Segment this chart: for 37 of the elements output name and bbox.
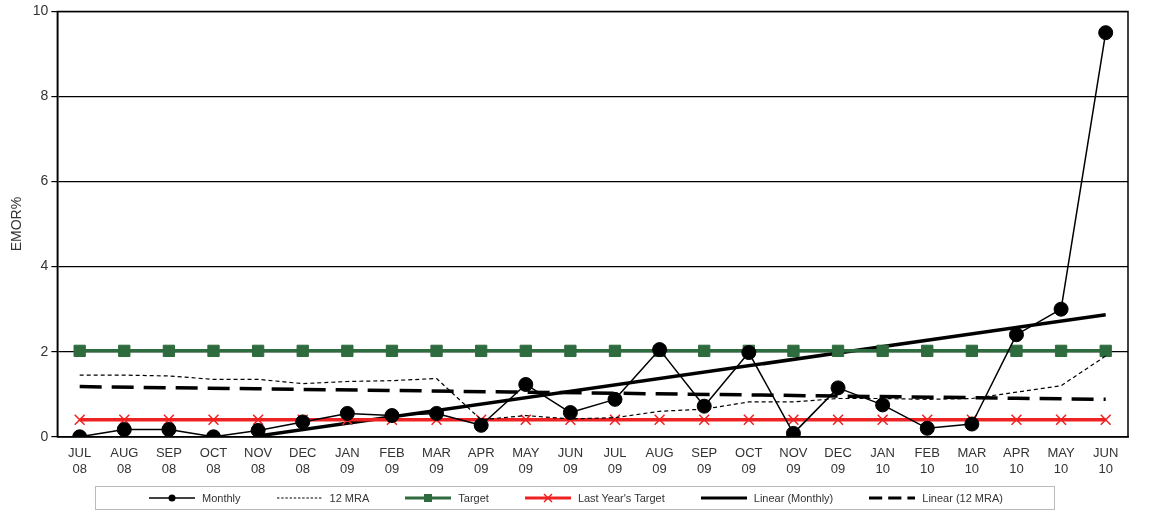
y-tick-label: 2: [40, 342, 49, 359]
x-tick-label: JAN 10: [870, 445, 895, 476]
x-tick-label: MAY 10: [1047, 445, 1076, 476]
x-tick-label: AUG 09: [645, 445, 674, 476]
y-tick-label: 6: [40, 172, 49, 189]
legend-label: Target: [458, 492, 489, 504]
x-tick-label: OCT 09: [735, 445, 763, 476]
y-tick-label: 0: [40, 427, 49, 444]
legend-label: Monthly: [202, 492, 241, 504]
x-tick-label: FEB 09: [379, 445, 405, 476]
x-tick-label: MAY 09: [512, 445, 540, 476]
y-tick-label: 10: [32, 2, 49, 19]
x-tick-label: APR 10: [1003, 445, 1030, 476]
x-tick-label: JAN 09: [335, 445, 360, 476]
x-tick-label: NOV 09: [779, 445, 808, 476]
x-tick-label: JUL 09: [603, 445, 627, 476]
legend-label: Last Year's Target: [577, 492, 665, 504]
x-tick-label: JUL 08: [68, 445, 92, 476]
x-tick-label: MAR 09: [422, 445, 451, 476]
y-tick-label: 4: [40, 257, 49, 274]
y-tick-label: 8: [40, 87, 49, 104]
x-tick-label: NOV 08: [244, 445, 273, 476]
y-axis-title: EMOR%: [8, 196, 25, 252]
x-tick-label: SEP 09: [691, 445, 718, 476]
x-tick-label: JUN 09: [557, 445, 584, 476]
x-tick-label: APR 09: [467, 445, 495, 476]
x-tick-label: MAR 10: [957, 445, 987, 476]
x-tick-label: SEP 08: [155, 445, 182, 476]
legend-label: 12 MRA: [329, 492, 370, 504]
x-tick-label: DEC 09: [824, 445, 852, 476]
x-tick-label: AUG 08: [110, 445, 139, 476]
x-tick-label: OCT 08: [199, 445, 228, 476]
x-tick-label: DEC 08: [289, 445, 317, 476]
x-tick-label: JUN 10: [1093, 445, 1119, 476]
x-tick-label: FEB 10: [914, 445, 940, 476]
legend-label: Linear (12 MRA): [922, 492, 1003, 504]
legend-label: Linear (Monthly): [753, 492, 834, 504]
